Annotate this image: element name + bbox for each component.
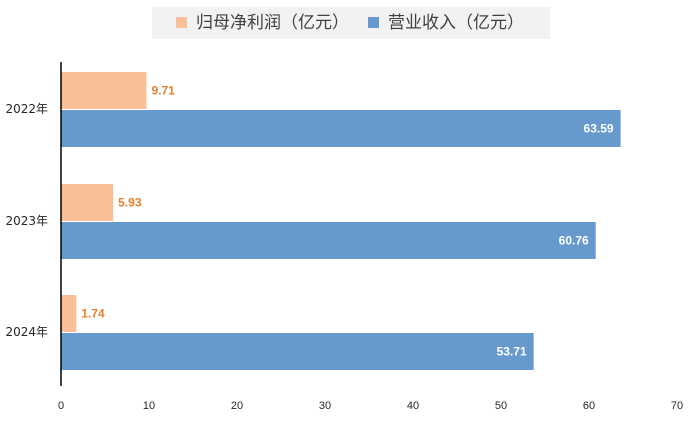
x-tick-label-70: 70: [671, 400, 683, 412]
legend-swatch-1: [176, 17, 187, 28]
legend-label-1: 归母净利润（亿元）: [196, 13, 349, 33]
x-tick-label-40: 40: [407, 400, 419, 412]
x-tick-label-30: 30: [319, 400, 331, 412]
bars: 9.71 63.59 2022年 5.93 60.76 2023年 1.74 53.71 202…: [5, 72, 621, 370]
x-tick-label-0: 0: [58, 400, 64, 412]
x-tick-label-50: 50: [495, 400, 507, 412]
bar-net-profit-2: [61, 184, 114, 221]
data-label-revenue-1: 63.59: [584, 122, 614, 136]
legend-swatch-2: [368, 17, 379, 28]
legend: 归母净利润（亿元） 营业收入（亿元）: [152, 7, 550, 39]
legend-background: [152, 7, 550, 39]
category-label-3: 2024年: [5, 325, 48, 339]
category-label-2: 2023年: [5, 214, 48, 228]
data-label-net-profit-1: 9.71: [151, 84, 175, 98]
bar-net-profit-3: [61, 295, 77, 332]
bar-revenue-2: [61, 222, 596, 259]
x-tick-label-60: 60: [583, 400, 595, 412]
bar-net-profit-1: [61, 72, 147, 109]
bar-revenue-3: [61, 333, 534, 370]
x-tick-label-10: 10: [143, 400, 155, 412]
legend-label-2: 营业收入（亿元）: [388, 13, 524, 33]
data-label-net-profit-3: 1.74: [81, 307, 105, 321]
bar-revenue-1: [61, 110, 621, 147]
category-label-1: 2022年: [5, 102, 48, 116]
x-tick-label-20: 20: [231, 400, 243, 412]
data-label-net-profit-2: 5.93: [118, 196, 142, 210]
axes: 0 10 20 30 40 50 60 70: [58, 62, 683, 412]
data-label-revenue-3: 53.71: [497, 345, 527, 359]
data-label-revenue-2: 60.76: [559, 234, 589, 248]
